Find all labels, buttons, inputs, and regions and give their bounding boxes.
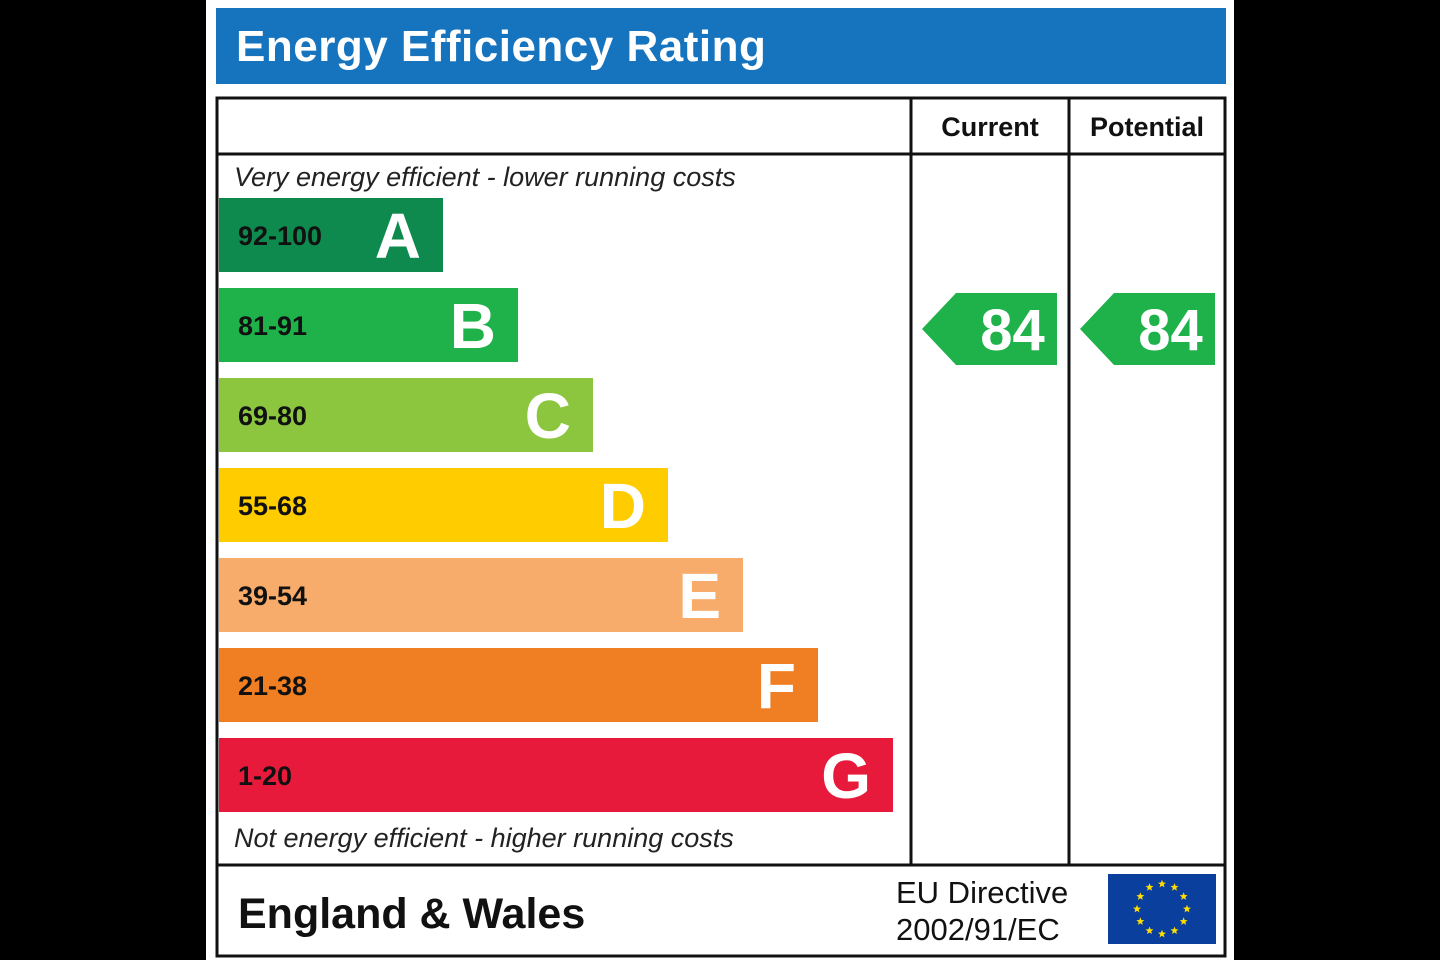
eu-flag-icon — [1108, 874, 1216, 944]
page-title: Energy Efficiency Rating — [236, 22, 767, 71]
band-bar-f — [219, 648, 818, 722]
eu-star-icon — [1179, 917, 1188, 925]
eu-star-icon — [1170, 883, 1179, 891]
potential-rating-value: 84 — [1138, 298, 1203, 363]
band-letter-e: E — [678, 560, 721, 632]
band-bar-e — [219, 558, 743, 632]
band-bar-g — [219, 738, 893, 812]
rating-indicators: 84 84 — [922, 293, 1215, 365]
eu-star-icon — [1133, 904, 1141, 913]
chart-frame — [215, 96, 1227, 958]
bottom-note: Not energy efficient - higher running co… — [234, 823, 734, 853]
directive-line-2: 2002/91/EC — [896, 912, 1060, 947]
top-note: Very energy efficient - lower running co… — [234, 162, 736, 192]
eu-star-icon — [1158, 879, 1166, 888]
current-column-header: Current — [941, 112, 1039, 142]
potential-column-header: Potential — [1090, 112, 1204, 142]
header-bar: Energy Efficiency Rating — [216, 8, 1226, 84]
band-letter-g: G — [821, 740, 871, 812]
band-letter-c: C — [525, 380, 571, 452]
band-bar-b — [219, 288, 518, 362]
eu-star-icon — [1145, 926, 1154, 935]
region-label: England & Wales — [238, 890, 585, 938]
eu-star-icon — [1136, 917, 1145, 925]
epc-card: Energy Efficiency Rating Current Potenti… — [206, 0, 1234, 960]
band-range-f: 21-38 — [238, 671, 307, 701]
directive-line-1: EU Directive — [896, 875, 1068, 910]
band-range-c: 69-80 — [238, 401, 307, 431]
eu-star-icon — [1170, 926, 1179, 935]
eu-star-icon — [1158, 929, 1166, 938]
band-bar-c — [219, 378, 593, 452]
band-letter-b: B — [450, 290, 496, 362]
potential-rating-arrow — [1080, 293, 1215, 365]
energy-rating-chart: Current Potential Very energy efficient … — [215, 96, 1227, 958]
current-rating-value: 84 — [980, 298, 1045, 363]
band-bar-a — [219, 198, 443, 272]
eu-star-icon — [1179, 892, 1188, 900]
band-range-d: 55-68 — [238, 491, 307, 521]
current-rating-arrow — [922, 293, 1057, 365]
frame-border — [215, 96, 1227, 958]
eu-star-icon — [1136, 892, 1145, 900]
band-range-g: 1-20 — [238, 761, 292, 791]
band-letter-d: D — [600, 470, 646, 542]
band-letter-a: A — [375, 200, 421, 272]
band-letter-f: F — [757, 650, 796, 722]
eu-flag-stars — [1133, 879, 1191, 938]
band-range-e: 39-54 — [238, 581, 307, 611]
eu-star-icon — [1183, 904, 1191, 913]
eu-star-icon — [1145, 883, 1154, 891]
band-range-b: 81-91 — [238, 311, 307, 341]
band-bar-d — [219, 468, 668, 542]
rating-bands: 92-100 A 81-91 B 69-80 C 55-68 D 39-54 E 21-38 F 1-2… — [219, 198, 893, 812]
band-range-a: 92-100 — [238, 221, 322, 251]
